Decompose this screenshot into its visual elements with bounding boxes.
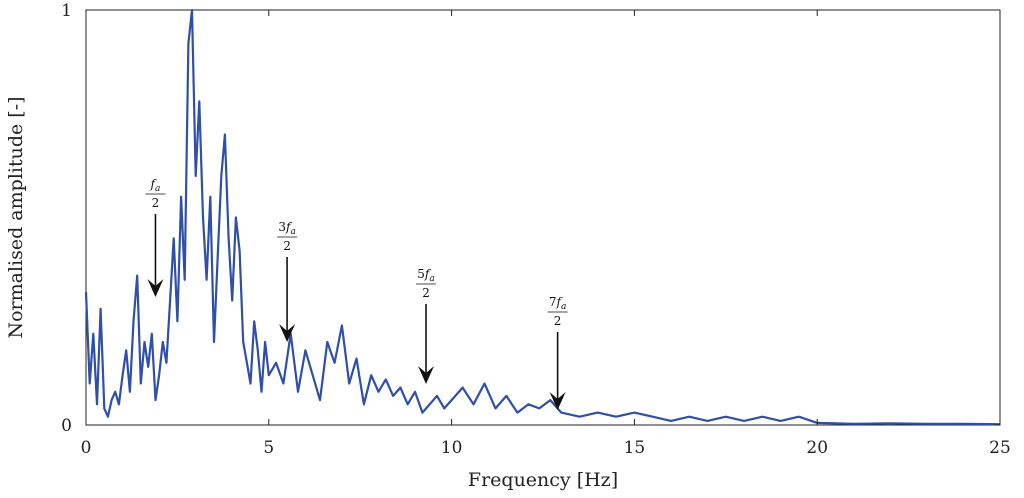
- annotation-arrow-head: [418, 366, 435, 384]
- harmonic-annotation: fa 2: [145, 177, 166, 297]
- annotation-arrow-head: [549, 392, 566, 410]
- y-tick-label: 1: [61, 1, 72, 21]
- annotation-denominator: 2: [554, 314, 562, 328]
- x-tick-label: 5: [263, 438, 274, 458]
- annotation-numerator: fa: [150, 177, 161, 194]
- x-tick-label: 20: [806, 438, 828, 458]
- x-tick-label: 0: [81, 438, 92, 458]
- ticks-layer: 0 5 10 15 20 25 0 1: [61, 1, 1011, 458]
- plot-border: [85, 9, 1001, 426]
- annotation-numerator: 7fa: [549, 295, 566, 312]
- annotation-numerator: 5fa: [417, 267, 434, 284]
- annotation-denominator: 2: [283, 239, 291, 253]
- y-axis-label: Normalised amplitude [-]: [5, 96, 27, 338]
- series-layer: [84, 8, 1001, 426]
- annotation-denominator: 2: [152, 196, 160, 210]
- annotation-denominator: 2: [422, 286, 430, 300]
- annotation-arrow-head: [279, 324, 296, 342]
- x-tick-label: 10: [441, 438, 463, 458]
- plot-frame: [85, 9, 1001, 426]
- annotation-arrow-head: [147, 279, 164, 297]
- annotation-numerator: 3fa: [278, 220, 295, 237]
- x-tick-label: 15: [624, 438, 646, 458]
- x-axis-label: Frequency [Hz]: [468, 469, 618, 491]
- series-line: [84, 8, 1001, 426]
- y-tick-label: 0: [61, 416, 72, 436]
- x-tick-label: 25: [989, 438, 1011, 458]
